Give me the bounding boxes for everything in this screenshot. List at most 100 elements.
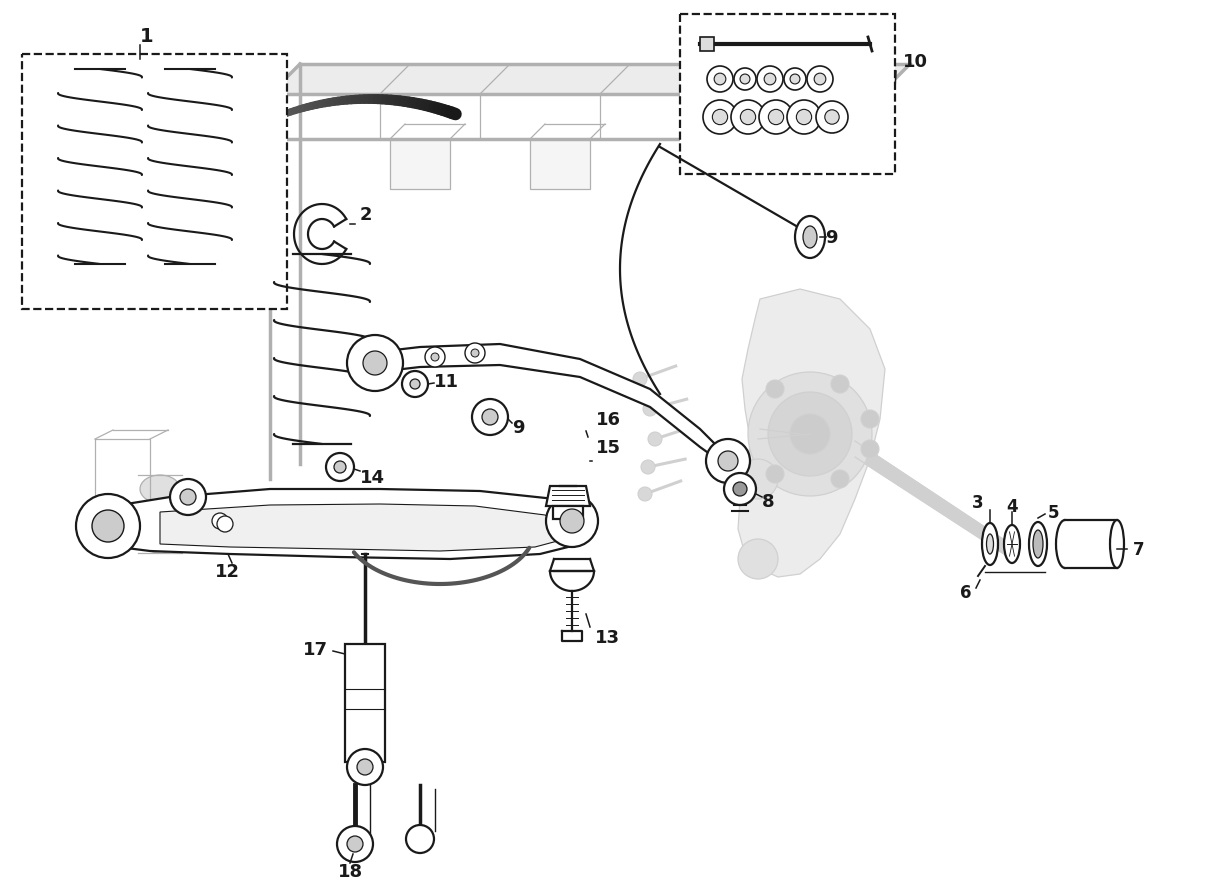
Circle shape — [769, 110, 783, 126]
Text: 6: 6 — [961, 583, 972, 602]
Circle shape — [723, 473, 756, 505]
Text: 17: 17 — [303, 641, 328, 658]
Circle shape — [171, 479, 206, 516]
Bar — [22, 55, 287, 309]
Circle shape — [759, 101, 793, 135]
Ellipse shape — [982, 524, 998, 565]
Circle shape — [347, 336, 403, 392]
Text: 11: 11 — [434, 373, 459, 391]
Text: 12: 12 — [216, 563, 240, 580]
Text: 8: 8 — [762, 493, 775, 510]
Circle shape — [814, 74, 826, 86]
Text: 3: 3 — [972, 494, 984, 511]
Polygon shape — [361, 345, 728, 468]
Circle shape — [482, 409, 498, 425]
Circle shape — [633, 373, 647, 386]
Circle shape — [808, 67, 833, 93]
Circle shape — [706, 439, 750, 484]
Polygon shape — [270, 65, 910, 95]
Circle shape — [825, 111, 839, 125]
Circle shape — [741, 75, 750, 85]
Circle shape — [546, 495, 598, 548]
Circle shape — [217, 517, 233, 532]
Circle shape — [787, 101, 821, 135]
Circle shape — [425, 347, 445, 368]
Circle shape — [831, 470, 849, 488]
Circle shape — [347, 836, 363, 852]
Circle shape — [334, 462, 346, 473]
Circle shape — [641, 461, 655, 475]
Circle shape — [706, 67, 733, 93]
Circle shape — [741, 110, 755, 126]
Polygon shape — [530, 140, 590, 190]
Text: 13: 13 — [596, 628, 620, 646]
Circle shape — [180, 489, 196, 505]
Text: 16: 16 — [596, 410, 621, 429]
Circle shape — [731, 101, 765, 135]
Text: 7: 7 — [1133, 540, 1145, 558]
Ellipse shape — [140, 476, 180, 503]
Circle shape — [648, 432, 663, 447]
Polygon shape — [700, 38, 714, 52]
Circle shape — [638, 487, 652, 501]
Circle shape — [473, 400, 508, 436]
Circle shape — [758, 67, 783, 93]
Ellipse shape — [987, 534, 994, 555]
Circle shape — [471, 350, 479, 358]
Circle shape — [738, 540, 778, 579]
Circle shape — [465, 344, 485, 363]
Text: 5: 5 — [1047, 503, 1060, 522]
FancyBboxPatch shape — [1065, 520, 1117, 568]
Circle shape — [363, 352, 387, 376]
Circle shape — [347, 750, 382, 785]
Circle shape — [738, 460, 778, 500]
FancyBboxPatch shape — [345, 644, 385, 762]
Text: 14: 14 — [361, 469, 385, 486]
Circle shape — [410, 379, 420, 390]
Ellipse shape — [1029, 523, 1047, 566]
Circle shape — [784, 69, 806, 91]
Polygon shape — [553, 507, 583, 519]
Circle shape — [831, 376, 849, 393]
Circle shape — [406, 825, 434, 853]
Polygon shape — [95, 489, 596, 559]
Circle shape — [766, 465, 784, 484]
Polygon shape — [160, 504, 570, 551]
Circle shape — [861, 440, 879, 458]
Text: 10: 10 — [903, 53, 928, 71]
Bar — [680, 15, 895, 175]
Circle shape — [212, 513, 228, 530]
Circle shape — [797, 110, 811, 126]
Text: 15: 15 — [596, 439, 621, 456]
Circle shape — [402, 371, 428, 398]
Polygon shape — [390, 140, 449, 190]
Ellipse shape — [1056, 520, 1074, 568]
Text: 1: 1 — [140, 27, 153, 45]
Ellipse shape — [140, 525, 180, 554]
Ellipse shape — [1033, 531, 1043, 558]
Ellipse shape — [1004, 525, 1019, 563]
Circle shape — [643, 402, 657, 416]
Circle shape — [431, 354, 438, 361]
Circle shape — [734, 69, 756, 91]
Polygon shape — [738, 290, 885, 578]
Circle shape — [714, 74, 726, 86]
Circle shape — [357, 759, 373, 775]
Circle shape — [790, 415, 829, 455]
Circle shape — [337, 826, 373, 862]
Circle shape — [816, 102, 848, 134]
Text: 9: 9 — [512, 418, 525, 437]
Circle shape — [713, 110, 727, 126]
Polygon shape — [546, 486, 590, 507]
Circle shape — [748, 373, 872, 496]
Circle shape — [93, 510, 124, 542]
Ellipse shape — [795, 217, 825, 259]
Circle shape — [703, 101, 737, 135]
Circle shape — [733, 483, 747, 496]
Circle shape — [326, 454, 354, 481]
Text: 18: 18 — [337, 862, 363, 880]
Circle shape — [861, 410, 879, 429]
Circle shape — [764, 74, 776, 86]
Text: 9: 9 — [825, 229, 838, 246]
Circle shape — [766, 381, 784, 399]
